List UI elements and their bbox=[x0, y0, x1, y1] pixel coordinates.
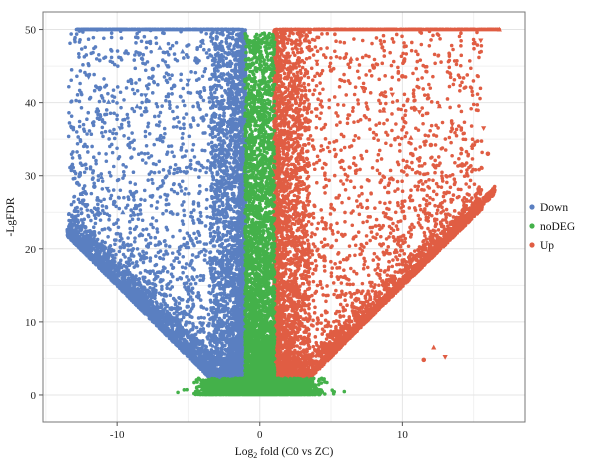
legend-item: noDEG bbox=[529, 221, 575, 233]
down-points bbox=[65, 27, 248, 386]
legend-swatch bbox=[529, 242, 535, 248]
data-point bbox=[134, 103, 140, 109]
x-axis-title: Log2 fold (C0 vs ZC) bbox=[235, 446, 334, 460]
data-point bbox=[194, 60, 200, 65]
data-point bbox=[485, 151, 491, 157]
x-tick-label: -10 bbox=[110, 429, 125, 441]
data-point bbox=[496, 26, 502, 32]
data-points bbox=[65, 26, 502, 397]
legend-item: Up bbox=[529, 240, 554, 252]
data-point bbox=[428, 142, 434, 148]
data-point bbox=[287, 54, 293, 60]
data-point bbox=[389, 92, 395, 98]
data-point bbox=[421, 357, 427, 363]
data-point bbox=[469, 142, 475, 148]
y-tick-label: 50 bbox=[25, 25, 37, 37]
data-point bbox=[180, 48, 186, 54]
data-point bbox=[232, 38, 239, 44]
data-point bbox=[478, 38, 484, 44]
data-point bbox=[143, 93, 149, 99]
plot-border bbox=[42, 11, 526, 423]
legend-label: Up bbox=[540, 240, 554, 252]
data-point bbox=[97, 85, 103, 91]
y-tick-label: 20 bbox=[25, 244, 37, 256]
data-point bbox=[112, 199, 117, 205]
data-point bbox=[126, 142, 131, 148]
data-point bbox=[171, 83, 177, 89]
y-axis-title: -LgFDR bbox=[5, 197, 17, 236]
data-point bbox=[104, 186, 110, 192]
data-point bbox=[408, 134, 414, 140]
data-point bbox=[120, 209, 126, 215]
y-tick-label: 40 bbox=[25, 98, 37, 110]
data-point bbox=[481, 126, 487, 132]
data-point bbox=[200, 39, 206, 45]
data-point bbox=[314, 59, 320, 65]
data-point bbox=[442, 354, 448, 360]
y-tick-label: 30 bbox=[25, 171, 37, 183]
data-point bbox=[211, 56, 217, 62]
up-points-cloud bbox=[272, 27, 502, 386]
data-point bbox=[238, 52, 244, 57]
legend-label: Down bbox=[540, 202, 568, 214]
data-point bbox=[436, 103, 443, 109]
data-point bbox=[105, 99, 112, 104]
data-point bbox=[279, 66, 286, 72]
data-point bbox=[220, 47, 225, 53]
data-point bbox=[225, 70, 231, 76]
data-point bbox=[359, 86, 366, 91]
data-point bbox=[164, 64, 170, 69]
data-point bbox=[86, 75, 92, 80]
data-point bbox=[449, 122, 455, 128]
axis-ticks: -10 0 10 0 10 20 30 40 50 bbox=[25, 25, 408, 441]
nodeg-points-cloud bbox=[176, 31, 347, 397]
data-point bbox=[431, 344, 437, 350]
data-point bbox=[294, 76, 300, 82]
data-point bbox=[150, 66, 156, 72]
data-point bbox=[78, 191, 85, 196]
data-point bbox=[74, 180, 80, 186]
up-points bbox=[272, 26, 502, 386]
y-tick-label: 0 bbox=[31, 390, 37, 402]
data-point bbox=[348, 55, 354, 61]
data-point bbox=[371, 65, 377, 70]
data-point bbox=[81, 202, 87, 208]
y-tick-label: 10 bbox=[25, 317, 37, 329]
data-point bbox=[328, 68, 334, 73]
data-point bbox=[98, 174, 105, 180]
legend: Down noDEG Up bbox=[529, 202, 575, 252]
legend-item: Down bbox=[529, 202, 568, 214]
data-point bbox=[459, 163, 465, 168]
data-point bbox=[157, 45, 163, 50]
nodeg-points bbox=[176, 31, 347, 397]
down-points-cloud bbox=[65, 27, 248, 386]
data-point bbox=[416, 110, 423, 115]
data-point bbox=[400, 74, 405, 79]
data-point bbox=[302, 37, 308, 43]
data-point bbox=[92, 184, 97, 189]
legend-swatch bbox=[529, 204, 535, 210]
x-tick-label: 10 bbox=[397, 429, 409, 441]
x-tick-label: 0 bbox=[257, 429, 263, 441]
legend-label: noDEG bbox=[540, 221, 575, 233]
data-point bbox=[117, 126, 123, 132]
data-point bbox=[381, 107, 387, 113]
data-point bbox=[185, 78, 192, 84]
legend-swatch bbox=[529, 223, 535, 229]
